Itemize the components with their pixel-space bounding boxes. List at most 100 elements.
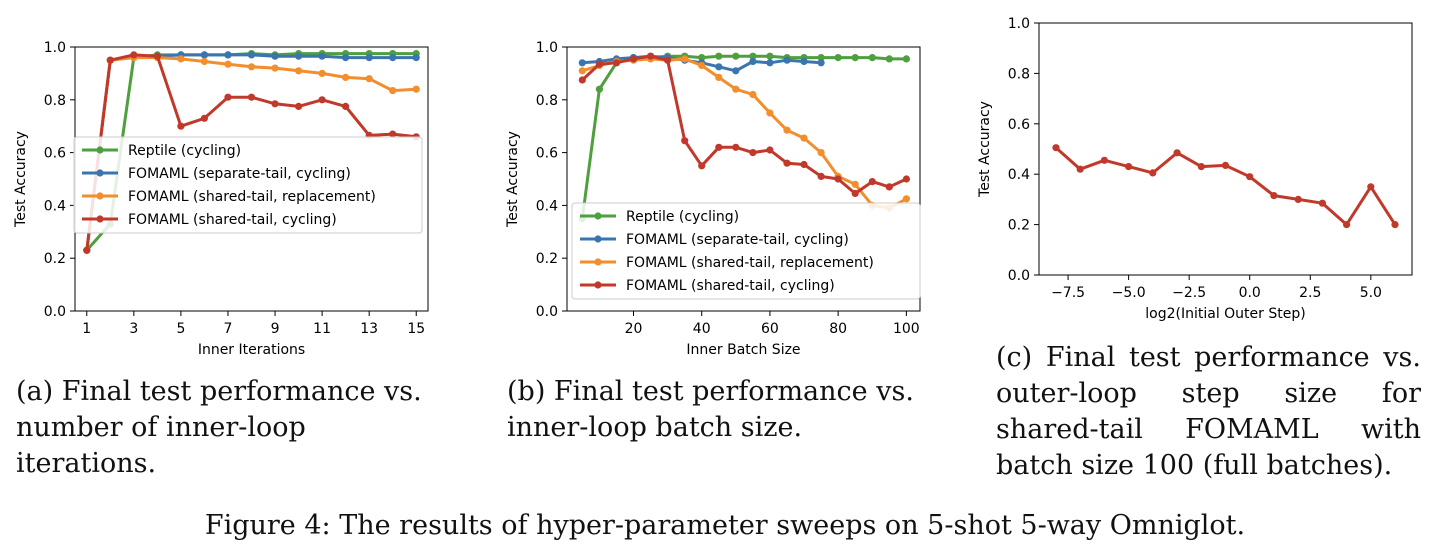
data-point xyxy=(1391,221,1399,229)
data-point xyxy=(766,146,774,154)
y-tick-label: 0.2 xyxy=(536,251,558,267)
caption-c: (c) Final test performance vs. outer-loo… xyxy=(996,342,1421,481)
legend-marker xyxy=(594,281,602,289)
y-tick-label: 0.4 xyxy=(44,198,66,214)
data-point xyxy=(578,67,586,75)
y-tick-label: 0.8 xyxy=(536,93,558,109)
data-point xyxy=(318,96,326,104)
data-point xyxy=(834,175,842,183)
caption-b: (b) Final test performance vs. inner-loo… xyxy=(507,376,914,443)
y-tick-label: 0.4 xyxy=(1008,167,1030,183)
y-axis-label: Test Accuracy xyxy=(505,131,521,228)
series-line-b-3 xyxy=(581,54,908,195)
legend-marker xyxy=(594,212,602,220)
data-point xyxy=(817,54,825,62)
data-point xyxy=(902,175,911,183)
data-point xyxy=(749,52,757,60)
legend-marker xyxy=(96,192,104,200)
data-point xyxy=(83,246,91,254)
data-point xyxy=(834,54,842,62)
data-point xyxy=(902,195,911,203)
data-point xyxy=(200,51,208,59)
data-point xyxy=(1197,163,1205,171)
data-point xyxy=(612,59,621,67)
data-point xyxy=(664,56,672,64)
data-point xyxy=(342,102,350,110)
y-tick-label: 1.0 xyxy=(44,40,66,56)
data-point xyxy=(800,57,808,66)
y-tick-label: 0.2 xyxy=(44,251,66,267)
data-point xyxy=(681,55,689,63)
x-tick-label: 13 xyxy=(360,321,378,337)
data-point xyxy=(698,54,706,62)
data-point xyxy=(578,76,586,84)
data-point xyxy=(578,59,586,67)
legend-label: FOMAML (shared-tail, cycling) xyxy=(626,278,835,294)
x-tick-label: 9 xyxy=(271,321,280,337)
data-point xyxy=(783,56,791,64)
data-point xyxy=(295,67,303,75)
data-point xyxy=(224,60,232,68)
data-point xyxy=(868,54,876,62)
x-tick-label: −7.5 xyxy=(1051,285,1085,301)
x-tick-label: 5.0 xyxy=(1360,285,1382,301)
y-axis-label: Test Accuracy xyxy=(977,101,993,198)
data-point xyxy=(885,55,893,63)
y-tick-label: 0.0 xyxy=(536,304,558,320)
legend-label: FOMAML (shared-tail, cycling) xyxy=(128,212,337,228)
data-point xyxy=(817,149,825,157)
data-point xyxy=(698,162,706,170)
data-point xyxy=(766,52,774,60)
y-tick-label: 0.4 xyxy=(536,198,558,214)
plot-frame-b xyxy=(566,46,921,312)
data-point xyxy=(851,180,859,188)
x-axis-label: Inner Batch Size xyxy=(686,342,800,358)
legend-b: Reptile (cycling) FOMAML (separate-tail, … xyxy=(571,202,921,300)
data-point xyxy=(749,149,757,157)
x-tick-label: 7 xyxy=(224,321,233,337)
legend-label: FOMAML (separate-tail, cycling) xyxy=(626,232,849,248)
data-point xyxy=(200,114,208,122)
data-point xyxy=(365,54,373,62)
data-point xyxy=(715,52,723,60)
plot-frame-c xyxy=(1038,22,1413,276)
y-tick-label: 0.0 xyxy=(44,304,66,320)
data-point xyxy=(800,160,808,169)
data-point xyxy=(732,52,740,60)
data-point xyxy=(295,102,303,110)
x-tick-label: 11 xyxy=(313,321,331,337)
data-point xyxy=(247,63,256,71)
data-point xyxy=(817,59,825,67)
data-point xyxy=(732,67,740,75)
y-tick-label: 0.8 xyxy=(44,93,66,109)
y-tick-label: 1.0 xyxy=(1008,16,1030,32)
data-point xyxy=(766,59,774,67)
legend-box xyxy=(73,136,423,234)
x-tick-label: 0.0 xyxy=(1239,285,1261,301)
y-axis-label: Test Accuracy xyxy=(13,131,29,228)
x-tick-label: 2.5 xyxy=(1299,285,1321,301)
data-point xyxy=(342,54,350,62)
data-point xyxy=(698,61,706,70)
legend-a: Reptile (cycling) FOMAML (separate-tail, … xyxy=(73,136,423,234)
data-point xyxy=(868,178,876,186)
data-point xyxy=(783,159,791,167)
data-point xyxy=(732,85,740,93)
data-point xyxy=(681,137,689,145)
data-point xyxy=(766,109,774,117)
legend-label: FOMAML (shared-tail, replacement) xyxy=(128,189,376,205)
y-tick-label: 0.6 xyxy=(44,146,66,162)
data-point xyxy=(271,100,279,108)
y-tick-label: 0.8 xyxy=(1008,66,1030,82)
legend-marker xyxy=(96,169,104,177)
data-point xyxy=(647,52,655,60)
data-point xyxy=(1076,165,1084,173)
data-point xyxy=(153,52,161,60)
x-tick-label: 15 xyxy=(407,321,425,337)
data-point xyxy=(389,87,397,95)
figure-caption: Figure 4: The results of hyper-parameter… xyxy=(204,510,1246,541)
x-tick-label: −5.0 xyxy=(1112,285,1146,301)
data-point xyxy=(389,130,397,138)
